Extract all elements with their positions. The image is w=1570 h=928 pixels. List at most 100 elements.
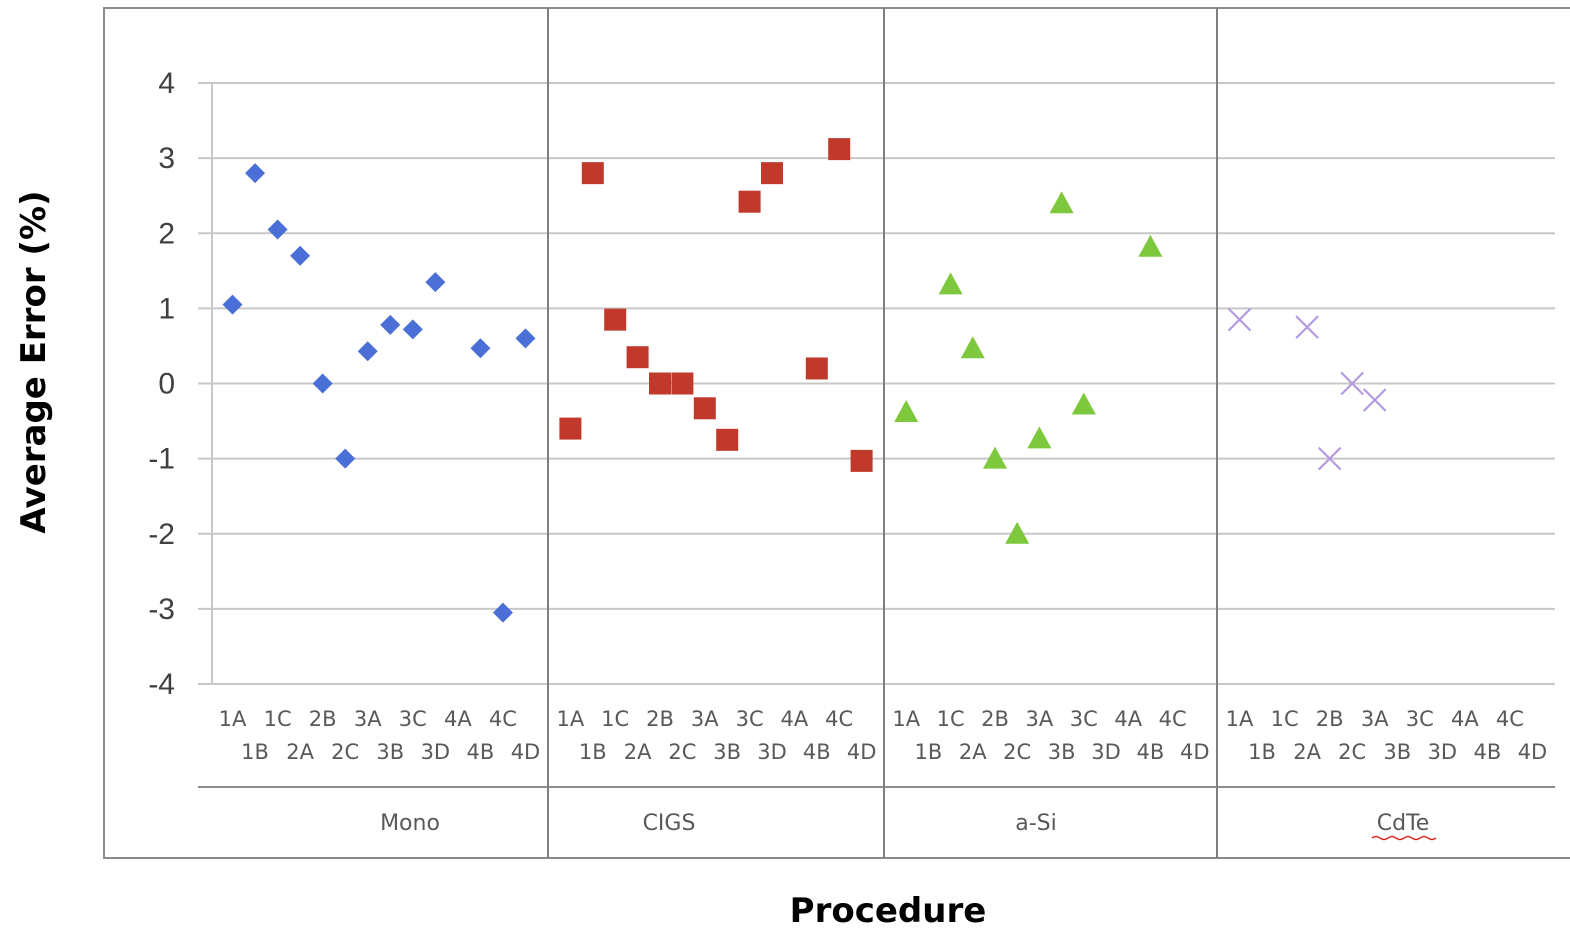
x-tick-label: 3A [1361,707,1389,731]
x-tick-label: 4C [1496,707,1524,731]
y-tick-label: -2 [148,518,175,551]
x-tick-label: 2B [309,707,337,731]
x-tick-label: 1B [241,740,269,764]
data-point [1071,392,1096,415]
x-tick-label: 3A [691,707,719,731]
x-tick-label: 3B [376,740,404,764]
x-tick-label: 1A [557,707,585,731]
data-point [1295,315,1319,339]
data-point [581,162,604,185]
x-tick-label: 4D [1518,740,1548,764]
data-point [850,449,873,472]
data-point [380,314,401,335]
x-tick-label: 4A [1114,707,1142,731]
data-point [492,602,513,623]
data-point [1138,234,1163,257]
x-tick-label: 4B [467,740,495,764]
data-point [425,272,446,293]
x-tick-label: 4D [1180,740,1210,764]
data-point [1027,426,1052,449]
data-point [1317,446,1342,471]
x-tick-label: 1A [219,707,247,731]
x-tick-label: 4B [1474,740,1502,764]
x-tick-label: 2A [624,740,652,764]
x-tick-label: 3D [1091,740,1121,764]
x-tick-label: 1A [1226,707,1254,731]
x-tick-label: 2C [668,740,696,764]
x-tick-label: 3B [1048,740,1076,764]
x-tick-label: 4A [781,707,809,731]
x-tick-label: 2C [1338,740,1366,764]
data-point [222,294,243,315]
series-a-si [894,191,1163,544]
series-cigs [559,138,873,472]
data-point [312,373,333,394]
data-point [402,319,423,340]
x-tick-label: 2A [286,740,314,764]
y-tick-label: -3 [148,593,175,626]
data-point [1340,371,1364,396]
x-tick-label: 3B [1383,740,1411,764]
data-point [960,336,985,359]
data-point [716,428,739,451]
data-point [1005,521,1030,544]
data-point [515,328,536,349]
x-tick-label: 2C [1003,740,1031,764]
x-tick-label: 4B [803,740,831,764]
x-tick-label: 2C [331,740,359,764]
y-tick-label: 0 [158,368,175,401]
x-tick-label: 1C [601,707,629,731]
group-label: Mono [380,811,440,836]
y-tick-label: -1 [148,443,175,476]
x-tick-label: 4D [511,740,541,764]
y-tick-label: 4 [158,67,175,100]
y-tick-label: -4 [148,668,175,701]
data-point [1362,388,1387,412]
x-tick-label: 2A [959,740,987,764]
data-point [738,190,761,213]
x-tick-label: 2B [981,707,1009,731]
y-tick-label: 3 [158,142,175,175]
x-tick-label: 4A [444,707,472,731]
spellcheck-underline [1371,835,1437,841]
data-point [693,397,716,420]
data-point [335,448,356,469]
series-mono [222,163,536,623]
data-point [604,308,627,331]
data-point [983,446,1007,469]
x-tick-label: 1B [579,740,607,764]
x-tick-label: 3B [713,740,741,764]
x-tick-label: 1C [264,707,292,731]
x-tick-label: 3A [354,707,382,731]
x-tick-label: 3D [421,740,451,764]
data-point [626,346,649,369]
x-axis-title: Procedure [790,891,987,928]
data-point [267,219,288,240]
data-point [649,372,671,395]
x-tick-label: 3C [399,707,427,731]
x-tick-label: 4C [825,707,853,731]
x-tick-label: 1C [1271,707,1299,731]
data-points [222,138,1387,623]
x-axis-group-labels: Mono CIGS a-Si CdTe [380,811,1437,841]
data-point [245,163,266,184]
group-separators [198,8,1555,858]
x-tick-label: 4C [489,707,517,731]
x-tick-label: 3C [736,707,764,731]
data-point [805,357,828,380]
x-tick-label: 4D [847,740,877,764]
data-point [761,162,783,185]
data-point [671,372,694,395]
x-tick-label: 2B [646,707,674,731]
x-tick-label: 3A [1026,707,1054,731]
data-point [290,245,311,266]
x-axis-tick-labels: 1A 1B 1C 2A 2B 2C 3A 3B 3C 3D 4A 4B 4C 4D 1A 1B 1C 2A 2B 2C… [219,707,1548,764]
x-tick-label: 4A [1451,707,1479,731]
data-point [938,272,963,295]
x-tick-label: 2A [1293,740,1321,764]
data-point [470,338,491,359]
x-tick-label: 1B [1248,740,1276,764]
y-tick-label: 1 [158,292,175,325]
data-point [894,400,919,423]
data-point [828,138,851,161]
